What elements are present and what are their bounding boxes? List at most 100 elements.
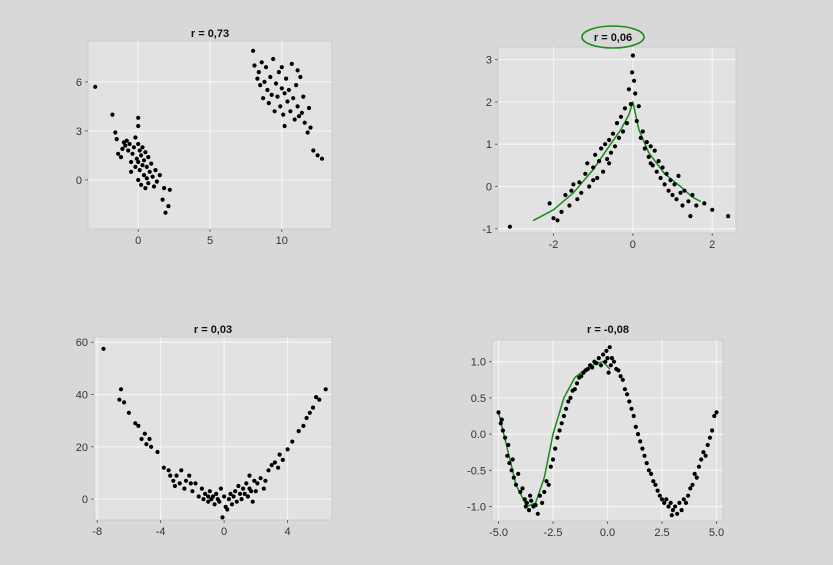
- data-point: [702, 201, 707, 206]
- data-point: [308, 125, 313, 130]
- data-point: [616, 368, 621, 373]
- plot-area: [93, 336, 333, 521]
- data-point: [147, 436, 152, 442]
- data-point: [226, 497, 231, 502]
- data-point: [290, 439, 295, 444]
- data-point: [275, 94, 280, 99]
- data-point: [161, 465, 166, 470]
- y-tick-label: 0: [82, 494, 88, 506]
- data-point: [311, 148, 316, 153]
- x-tick-label: 2: [709, 239, 715, 251]
- data-point: [590, 365, 595, 370]
- data-point: [610, 131, 616, 136]
- data-point: [141, 158, 147, 163]
- data-point: [626, 87, 632, 92]
- y-tick-label: 1.0: [471, 357, 486, 369]
- panel-1: 0 5 10 0 3 6 r = 0,73: [76, 28, 333, 247]
- data-point: [688, 486, 693, 491]
- data-point: [566, 399, 571, 404]
- data-point: [694, 203, 699, 208]
- y-tick-label: 1: [486, 139, 492, 151]
- data-point: [249, 489, 254, 494]
- data-point: [686, 199, 691, 204]
- data-point: [206, 494, 211, 499]
- y-tick-label: 0.5: [471, 393, 486, 405]
- x-tick-label: -5.0: [489, 527, 508, 539]
- data-point: [247, 473, 252, 478]
- data-point: [144, 442, 149, 447]
- data-point: [233, 489, 238, 494]
- data-point: [726, 214, 731, 219]
- data-point: [596, 356, 601, 361]
- data-point: [608, 150, 614, 155]
- hand-drawn-title-circle: [581, 25, 645, 49]
- data-point: [633, 91, 638, 96]
- data-point: [315, 153, 320, 158]
- data-point: [652, 148, 657, 153]
- data-point: [160, 197, 165, 202]
- data-point: [228, 491, 233, 496]
- data-point: [265, 87, 270, 93]
- data-point: [261, 486, 266, 491]
- data-point: [670, 508, 676, 513]
- data-point: [522, 497, 527, 502]
- data-point: [139, 153, 144, 158]
- data-point: [659, 497, 665, 502]
- y-tick-label: 20: [76, 442, 88, 454]
- data-point: [147, 169, 152, 174]
- data-point: [193, 481, 198, 486]
- data-point: [143, 186, 148, 191]
- data-point: [295, 68, 300, 73]
- data-point: [607, 345, 612, 350]
- data-point: [612, 144, 618, 149]
- data-point: [679, 508, 684, 513]
- data-point: [505, 453, 510, 458]
- data-point: [622, 106, 628, 111]
- data-point: [273, 81, 279, 86]
- data-point: [127, 141, 132, 147]
- data-point: [129, 159, 134, 165]
- data-point: [253, 489, 258, 494]
- data-point: [622, 387, 628, 392]
- data-point: [285, 447, 290, 452]
- data-point: [710, 207, 715, 212]
- data-point: [292, 117, 297, 122]
- data-point: [605, 156, 610, 162]
- data-point: [199, 486, 204, 491]
- data-point: [513, 482, 519, 487]
- data-point: [707, 435, 713, 440]
- x-tick-label: -4: [156, 526, 166, 538]
- data-point: [188, 481, 193, 486]
- data-point: [662, 182, 667, 187]
- data-point: [618, 114, 624, 119]
- data-point: [236, 483, 241, 489]
- data-point: [611, 359, 617, 364]
- data-point: [648, 161, 653, 166]
- data-point: [699, 457, 704, 462]
- data-point: [599, 146, 604, 151]
- x-tick-label: -2.5: [544, 527, 563, 539]
- data-point: [511, 475, 516, 480]
- data-point: [167, 187, 172, 192]
- data-point: [629, 406, 634, 411]
- data-point: [677, 500, 682, 505]
- data-point: [155, 449, 160, 455]
- data-point: [171, 478, 176, 483]
- data-point: [151, 184, 157, 189]
- data-point: [555, 218, 560, 223]
- data-point: [606, 370, 611, 375]
- data-point: [282, 91, 287, 96]
- data-point: [276, 465, 281, 470]
- data-point: [682, 188, 687, 193]
- data-point: [627, 399, 632, 404]
- chart-title: r = -0,08: [587, 324, 629, 336]
- data-point: [136, 423, 141, 428]
- data-point: [604, 348, 609, 353]
- data-point: [203, 491, 208, 496]
- data-point: [146, 181, 151, 186]
- data-point: [666, 504, 671, 509]
- data-point: [136, 159, 141, 165]
- data-point: [550, 457, 556, 462]
- data-point: [183, 478, 189, 483]
- data-point: [266, 101, 271, 106]
